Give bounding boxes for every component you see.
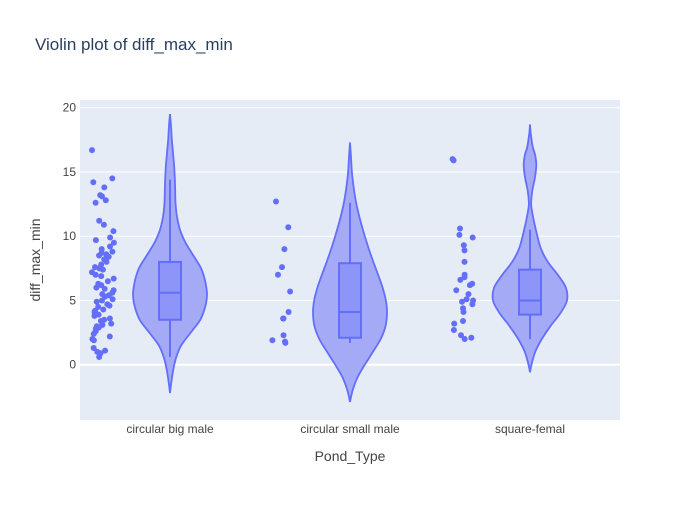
data-point bbox=[287, 288, 294, 295]
data-point bbox=[458, 332, 464, 339]
data-point bbox=[468, 334, 475, 341]
data-point bbox=[107, 234, 114, 241]
data-point bbox=[93, 298, 100, 305]
x-axis-title: Pond_Type bbox=[315, 448, 386, 464]
data-point bbox=[106, 315, 113, 322]
data-point bbox=[99, 266, 106, 273]
data-point bbox=[110, 228, 117, 235]
data-point bbox=[104, 278, 111, 285]
data-point bbox=[90, 345, 97, 351]
data-point bbox=[101, 184, 108, 191]
data-point bbox=[107, 243, 113, 250]
data-point bbox=[93, 284, 100, 291]
box-iqr bbox=[338, 262, 362, 339]
data-point bbox=[275, 271, 281, 278]
data-point bbox=[460, 309, 467, 315]
data-point bbox=[109, 296, 116, 303]
data-point bbox=[100, 306, 107, 313]
data-point bbox=[110, 275, 117, 282]
data-point bbox=[469, 301, 476, 308]
data-point bbox=[282, 339, 289, 346]
data-point bbox=[450, 327, 457, 333]
data-point bbox=[281, 246, 288, 253]
data-point bbox=[108, 320, 115, 327]
data-point bbox=[90, 179, 97, 186]
data-point bbox=[466, 282, 473, 289]
data-point bbox=[285, 224, 292, 231]
data-point bbox=[456, 231, 463, 238]
data-point bbox=[98, 273, 105, 280]
x-tick-label: circular small male bbox=[300, 422, 400, 436]
data-point bbox=[459, 298, 465, 305]
data-point bbox=[90, 330, 97, 337]
data-point bbox=[463, 296, 470, 303]
data-point bbox=[109, 248, 116, 255]
data-point bbox=[460, 242, 467, 249]
data-point bbox=[91, 312, 98, 319]
data-point bbox=[90, 337, 97, 344]
data-point bbox=[269, 337, 276, 344]
data-point bbox=[460, 318, 466, 324]
data-point bbox=[450, 157, 457, 164]
data-point bbox=[109, 175, 116, 182]
data-point bbox=[461, 336, 468, 342]
y-tick-label: 10 bbox=[63, 229, 77, 243]
y-tick-label: 0 bbox=[69, 358, 76, 372]
violin-group bbox=[449, 124, 569, 373]
data-point bbox=[96, 252, 103, 259]
x-tick-label: square-femal bbox=[495, 422, 565, 436]
x-axis-ticks: circular big male circular small male squa… bbox=[126, 422, 565, 436]
data-point bbox=[457, 276, 464, 283]
data-point bbox=[99, 193, 105, 200]
data-point bbox=[453, 287, 460, 294]
data-point bbox=[461, 258, 468, 265]
data-point bbox=[451, 320, 458, 327]
y-tick-label: 20 bbox=[63, 101, 77, 115]
data-point bbox=[469, 234, 476, 241]
data-point bbox=[461, 247, 468, 254]
data-point bbox=[92, 237, 99, 244]
data-point bbox=[273, 198, 279, 205]
data-point bbox=[280, 332, 287, 339]
data-point bbox=[106, 333, 113, 340]
data-point bbox=[99, 297, 105, 304]
data-point bbox=[106, 302, 113, 309]
data-point bbox=[103, 258, 110, 265]
violins bbox=[89, 114, 569, 403]
data-point bbox=[92, 199, 99, 206]
chart-title: Violin plot of diff_max_min bbox=[35, 35, 233, 54]
box-iqr bbox=[158, 260, 182, 321]
violin-group bbox=[269, 142, 388, 403]
data-point bbox=[102, 197, 109, 204]
y-tick-label: 15 bbox=[63, 165, 77, 179]
data-point bbox=[279, 264, 285, 271]
data-point bbox=[96, 354, 103, 360]
data-point bbox=[89, 147, 95, 154]
data-point bbox=[98, 282, 105, 289]
data-point bbox=[110, 239, 117, 246]
data-point bbox=[280, 315, 287, 322]
data-point bbox=[105, 253, 112, 260]
violin-group bbox=[89, 114, 208, 394]
data-point bbox=[100, 221, 107, 228]
data-point bbox=[465, 291, 472, 298]
y-axis-title: diff_max_min bbox=[27, 218, 43, 301]
data-point bbox=[92, 271, 99, 278]
box-iqr bbox=[518, 268, 542, 316]
y-tick-label: 5 bbox=[69, 293, 76, 307]
x-tick-label: circular big male bbox=[126, 422, 214, 436]
data-point bbox=[285, 309, 292, 315]
data-point bbox=[96, 217, 103, 224]
y-axis-ticks: 0 5 10 15 20 bbox=[63, 101, 77, 372]
data-point bbox=[101, 285, 108, 292]
data-point bbox=[457, 225, 463, 232]
data-point bbox=[102, 347, 109, 354]
